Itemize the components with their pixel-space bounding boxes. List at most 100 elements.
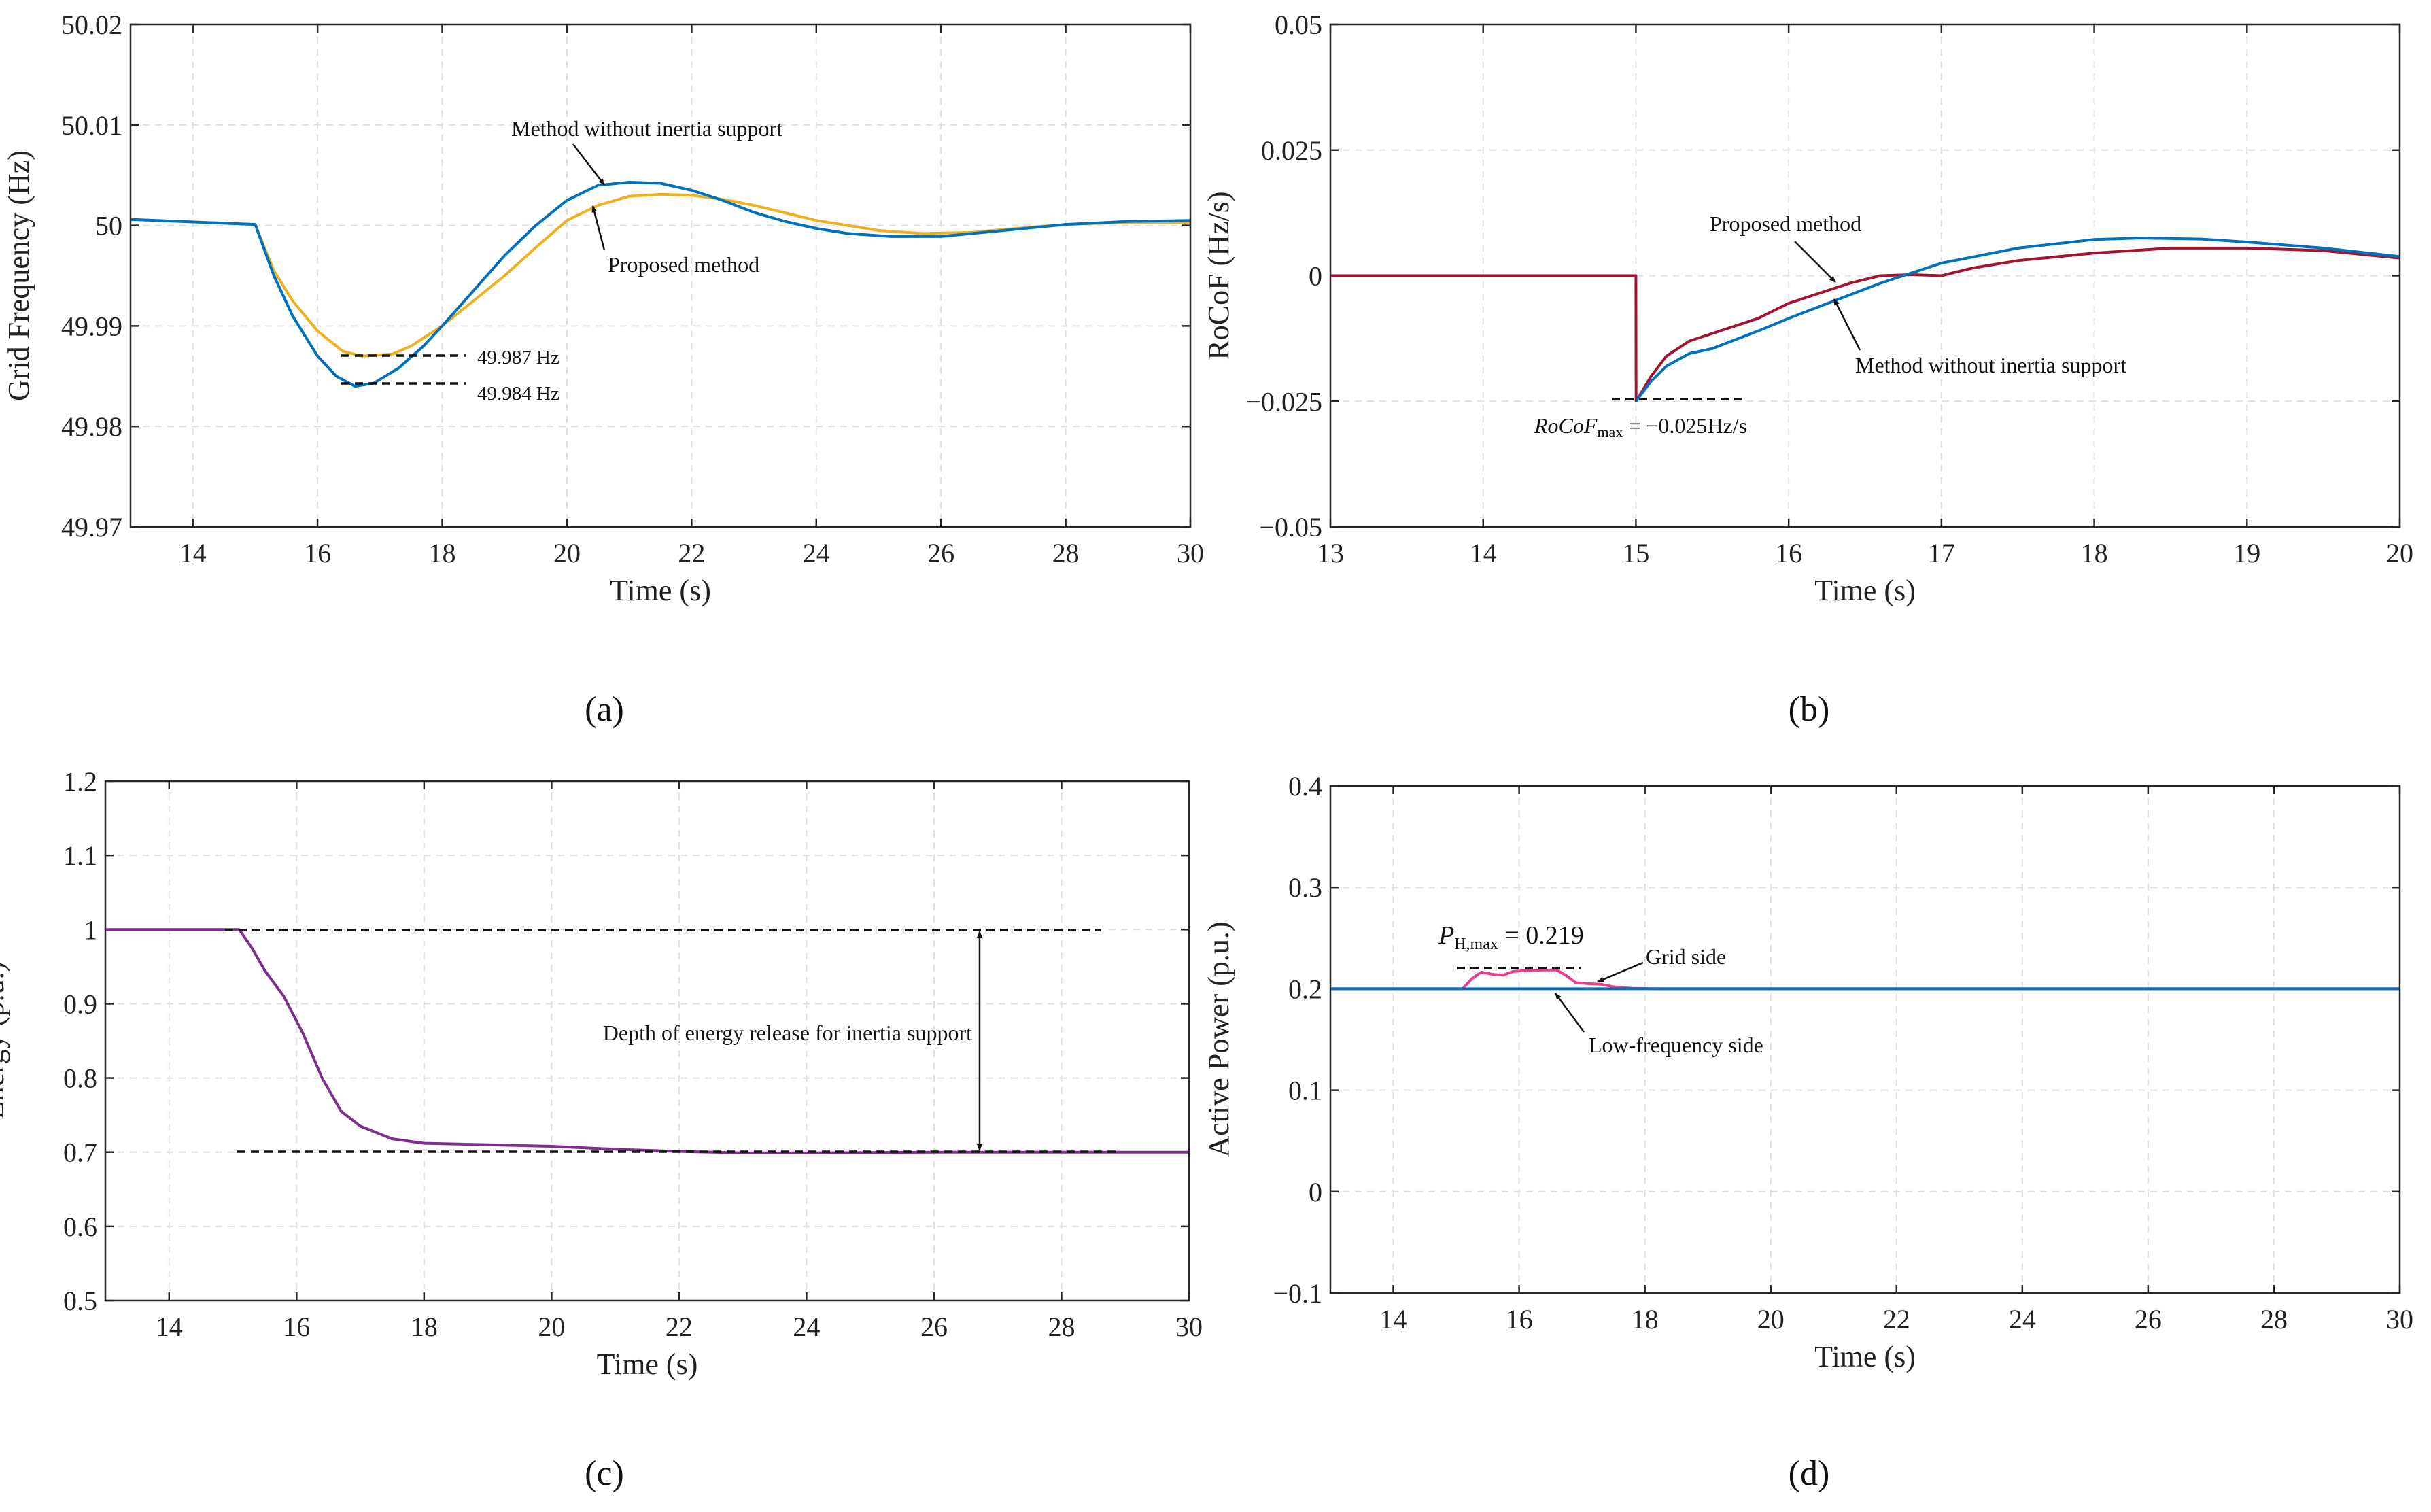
x-tick-label: 30 <box>2386 1304 2413 1335</box>
plot-frame <box>104 780 1190 1302</box>
arrow <box>1833 298 1861 351</box>
rocof-value: = −0.025Hz/s <box>1623 413 1747 438</box>
x-tick-label: 14 <box>179 538 207 568</box>
arrow <box>1794 241 1836 283</box>
panel-caption: (a) <box>585 690 624 729</box>
y-tick-label: 0.6 <box>63 1212 97 1242</box>
x-tick-label: 28 <box>2260 1304 2288 1335</box>
x-tick-label: 24 <box>2009 1304 2036 1335</box>
x-axis-label: Time (s) <box>610 574 711 607</box>
x-tick-label: 24 <box>793 1311 820 1342</box>
arrow <box>591 205 606 251</box>
y-axis-label: Grid Frequency (Hz) <box>2 150 35 401</box>
y-tick-label: 50.01 <box>61 110 122 141</box>
x-tick-label: 28 <box>1052 538 1080 568</box>
y-tick-label: 0.5 <box>63 1286 97 1316</box>
y-tick-label: −0.1 <box>1273 1278 1322 1309</box>
y-axis-label: RoCoF (Hz/s) <box>1202 191 1235 360</box>
panel-caption: (d) <box>1789 1454 1830 1493</box>
x-axis-label: Time (s) <box>597 1347 698 1381</box>
panel-c: 14 16 18 20 22 24 26 28 30 0.5 0.6 0.7 0.8 0.9 1 1.1 1.2… <box>0 766 1203 1493</box>
y-tick-label: 50 <box>95 211 122 241</box>
series-line-energy <box>105 928 1189 1154</box>
annotation-without-inertia: Method without inertia support <box>1855 353 2126 377</box>
y-tick-label: 0.9 <box>63 989 97 1019</box>
x-tick-label: 18 <box>429 538 456 568</box>
annotation-depth: Depth of energy release for inertia supp… <box>603 1020 972 1045</box>
annotation-rocof-max: RoCoFmax = −0.025Hz/s <box>1534 413 1747 441</box>
x-tick-label: 20 <box>553 538 581 568</box>
x-tick-label: 14 <box>156 1311 183 1342</box>
plot-frame <box>1329 785 2401 1294</box>
series-line-proposed-method <box>130 192 1190 358</box>
panel-caption: (c) <box>585 1454 624 1493</box>
y-tick-label: 0.05 <box>1275 10 1322 40</box>
series-line-method-without-inertia-support <box>130 181 1191 388</box>
panel-a: 14 16 18 20 22 24 26 28 30 49.97 49.98 49.99 50 50.01… <box>2 10 1204 729</box>
x-tick-label: 18 <box>1632 1304 1659 1335</box>
x-tick-label: 30 <box>1175 1311 1203 1342</box>
x-tick-label: 22 <box>678 538 705 568</box>
x-tick-label: 14 <box>1380 1304 1407 1335</box>
y-tick-label: 0.7 <box>63 1137 97 1168</box>
panel-c-annotations: Depth of energy release for inertia supp… <box>225 929 1116 1153</box>
y-axis-label: Energy (p.u.) <box>0 962 10 1120</box>
annotation-proposed: Proposed method <box>1710 211 1861 236</box>
y-tick-label: 0.3 <box>1288 872 1322 903</box>
panel-d-annotations: PH,max = 0.219 Grid side Low-frequency s… <box>1438 921 1763 1057</box>
y-tick-label: 0 <box>1309 1177 1322 1207</box>
x-tick-label: 26 <box>920 1311 948 1342</box>
series-line-method-without-inertia-support <box>1634 237 2400 402</box>
arrow <box>1597 961 1644 983</box>
x-tick-label: 20 <box>2386 538 2413 568</box>
x-tick-label: 16 <box>1506 1304 1533 1335</box>
panel-b: 13 14 15 16 17 18 19 20 −0.05 −0.025 0 0.025 0.05 Tim… <box>1202 10 2413 729</box>
annotation-low-frequency-side: Low-frequency side <box>1589 1033 1763 1057</box>
y-axis-label: Active Power (p.u.) <box>1202 921 1235 1157</box>
x-tick-label: 16 <box>1775 538 1802 568</box>
x-tick-label: 16 <box>283 1311 310 1342</box>
x-tick-label: 17 <box>1928 538 1955 568</box>
annotation-min-proposed: 49.987 Hz <box>477 347 559 368</box>
x-tick-label: 18 <box>2081 538 2108 568</box>
y-tick-label: 49.98 <box>61 411 122 442</box>
x-tick-label: 26 <box>2135 1304 2162 1335</box>
annotation-without-inertia: Method without inertia support <box>511 116 782 141</box>
y-tick-label: 0.2 <box>1288 974 1322 1004</box>
x-tick-label: 15 <box>1622 538 1649 568</box>
x-tick-label: 28 <box>1048 1311 1075 1342</box>
x-tick-label: 19 <box>2233 538 2260 568</box>
arrow <box>1554 993 1585 1033</box>
x-axis-label: Time (s) <box>1814 574 1916 607</box>
arrow <box>572 143 605 186</box>
panel-a-annotations: Method without inertia support Proposed … <box>341 116 782 405</box>
y-tick-label: 1.1 <box>63 840 97 871</box>
y-tick-label: 1 <box>84 914 97 945</box>
annotation-min-without: 49.984 Hz <box>477 383 559 405</box>
annotation-proposed: Proposed method <box>608 252 759 277</box>
plot-frame <box>129 23 1192 528</box>
x-tick-label: 20 <box>1757 1304 1785 1335</box>
x-tick-label: 30 <box>1177 538 1204 568</box>
series-line-grid-side <box>1330 968 2400 991</box>
y-tick-label: 49.97 <box>61 512 122 543</box>
pmax-value: = 0.219 <box>1498 921 1584 950</box>
pmax-label: P <box>1438 921 1454 950</box>
y-tick-label: 0 <box>1309 261 1322 292</box>
annotation-pmax: PH,max = 0.219 <box>1438 921 1584 953</box>
y-tick-label: 50.02 <box>61 10 122 40</box>
y-tick-label: 0.1 <box>1288 1076 1322 1106</box>
x-tick-label: 26 <box>927 538 954 568</box>
y-tick-label: −0.05 <box>1259 512 1322 543</box>
panel-d: 14 16 18 20 22 24 26 28 30 −0.1 0 0.1 0.2 0.3 0.4 Time … <box>1202 771 2413 1493</box>
x-tick-label: 18 <box>411 1311 438 1342</box>
x-tick-label: 22 <box>666 1311 693 1342</box>
series-line-proposed-method <box>1330 246 2400 403</box>
x-tick-label: 16 <box>304 538 331 568</box>
panel-caption: (b) <box>1789 690 1830 729</box>
x-tick-label: 20 <box>538 1311 565 1342</box>
y-tick-label: 0.8 <box>63 1063 97 1094</box>
panel-b-annotations: Proposed method Method without inertia s… <box>1534 211 2126 441</box>
y-tick-label: 1.2 <box>63 766 97 797</box>
